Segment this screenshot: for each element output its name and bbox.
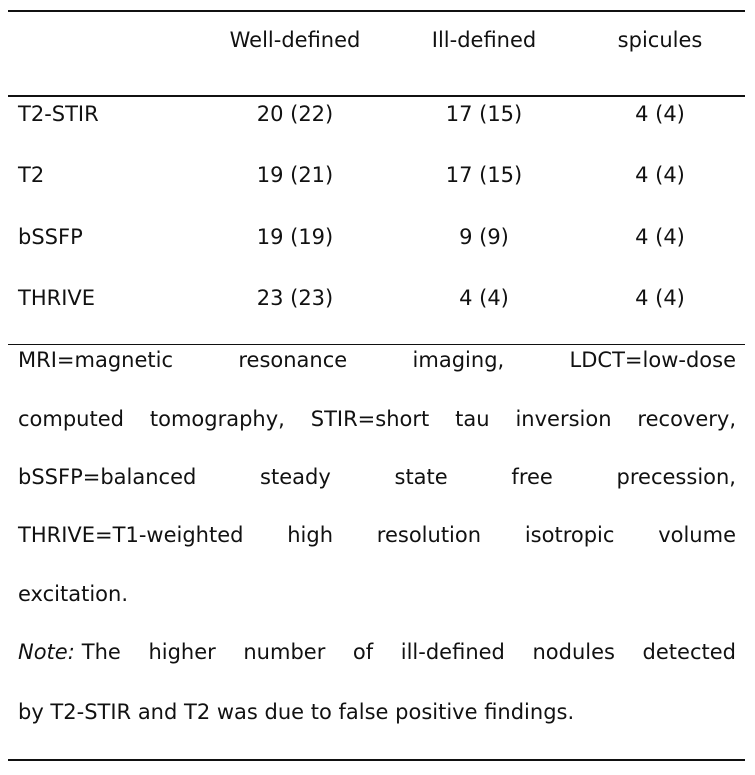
abbreviation-line: excitation.	[18, 582, 128, 606]
cell-spicules: 4 (4)	[635, 286, 685, 310]
abbreviation-line: computed tomography, STIR=short tau inve…	[18, 407, 736, 431]
cell-well-defined: 20 (22)	[256, 102, 334, 126]
row-label: T2-STIR	[18, 102, 99, 126]
cell-ill-defined: 4 (4)	[459, 286, 509, 310]
bottom-rule	[8, 759, 745, 761]
header-rule	[8, 95, 745, 97]
note-line: Note: The higher number of ill-defined n…	[18, 640, 736, 664]
cell-spicules: 4 (4)	[635, 225, 685, 249]
row-label: T2	[18, 163, 45, 187]
cell-ill-defined: 17 (15)	[445, 163, 523, 187]
cell-well-defined: 19 (21)	[256, 163, 334, 187]
header-well-defined: Well-defined	[229, 28, 361, 52]
abbreviation-line: MRI=magnetic resonance imaging, LDCT=low…	[18, 348, 736, 372]
note-label: Note:	[18, 640, 75, 664]
header-spicules: spicules	[617, 28, 703, 52]
row-label: THRIVE	[18, 286, 96, 310]
cell-spicules: 4 (4)	[635, 163, 685, 187]
cell-well-defined: 23 (23)	[256, 286, 334, 310]
row-label: bSSFP	[18, 225, 83, 249]
cell-ill-defined: 9 (9)	[459, 225, 509, 249]
note-line: by T2-STIR and T2 was due to false posit…	[18, 700, 575, 724]
cell-ill-defined: 17 (15)	[445, 102, 523, 126]
abbreviation-line: bSSFP=balanced steady state free precess…	[18, 465, 736, 489]
top-rule	[8, 10, 745, 12]
header-ill-defined: Ill-defined	[431, 28, 537, 52]
abbreviation-line: THRIVE=T1-weighted high resolution isotr…	[18, 523, 736, 547]
note-text: The higher number of ill-defined nodules…	[81, 640, 736, 664]
cell-well-defined: 19 (19)	[256, 225, 334, 249]
footer-rule	[8, 344, 745, 345]
cell-spicules: 4 (4)	[635, 102, 685, 126]
